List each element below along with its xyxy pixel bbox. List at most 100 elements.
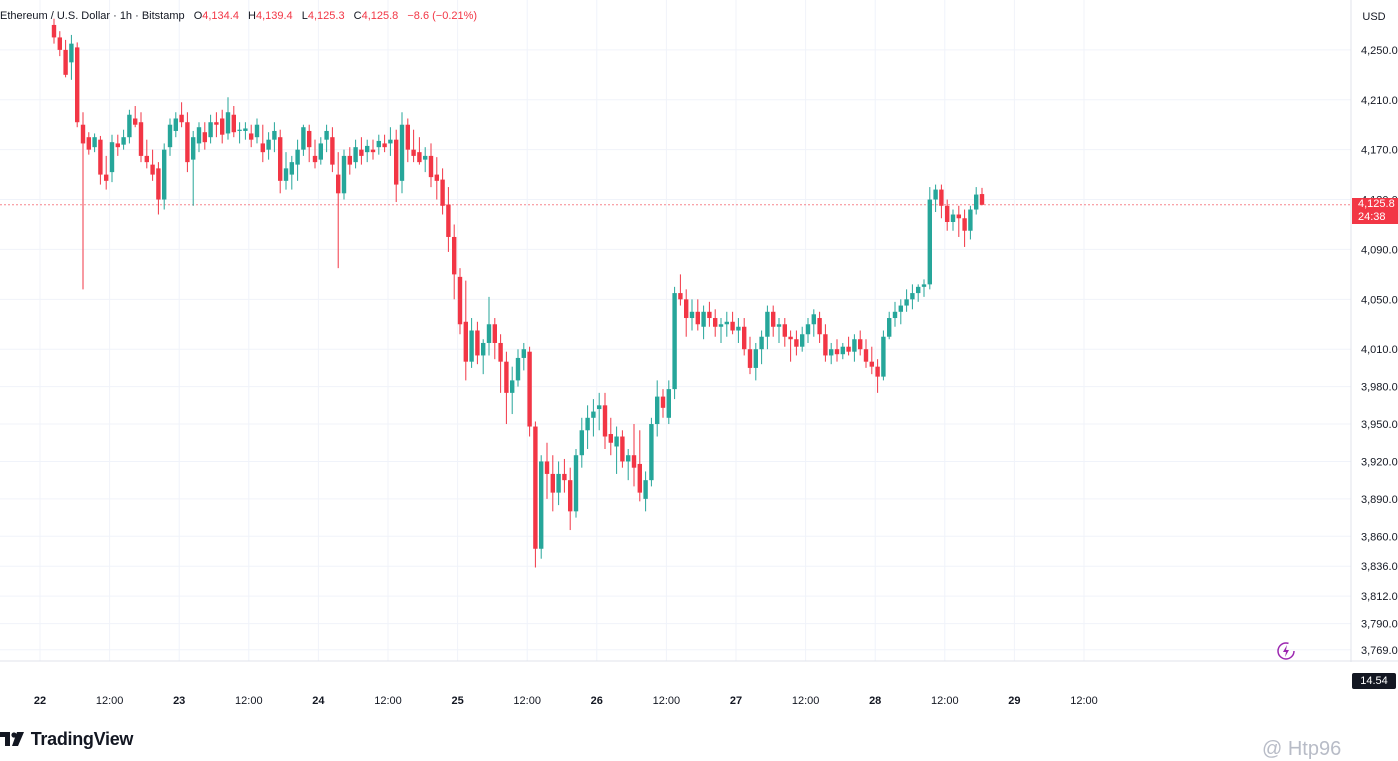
symbol-title[interactable]: Ethereum / U.S. Dollar · 1h · Bitstamp: [0, 10, 185, 22]
brand-area[interactable]: TradingView: [0, 729, 133, 750]
candle-body[interactable]: [950, 214, 956, 222]
candle-body[interactable]: [69, 43, 74, 63]
candle-body[interactable]: [556, 473, 561, 493]
candle-body[interactable]: [266, 139, 271, 150]
candle-body[interactable]: [202, 132, 207, 143]
candle-body[interactable]: [394, 139, 399, 185]
candle-body[interactable]: [127, 114, 132, 138]
candle-body[interactable]: [695, 311, 700, 325]
candle-body[interactable]: [312, 155, 318, 163]
candle-body[interactable]: [713, 318, 718, 327]
candle-body[interactable]: [602, 405, 608, 437]
candle-body[interactable]: [417, 152, 422, 163]
candle-body[interactable]: [51, 24, 57, 38]
candle-body[interactable]: [875, 366, 880, 377]
candle-body[interactable]: [974, 194, 979, 210]
candle-body[interactable]: [863, 349, 869, 362]
candle-body[interactable]: [92, 137, 97, 148]
lightning-icon[interactable]: [1276, 641, 1296, 661]
candle-body[interactable]: [249, 133, 254, 140]
candle-body[interactable]: [550, 473, 555, 493]
candle-body[interactable]: [231, 114, 236, 133]
candle-body[interactable]: [63, 49, 68, 75]
candle-body[interactable]: [776, 324, 782, 327]
candle-body[interactable]: [365, 145, 370, 153]
candle-body[interactable]: [684, 299, 689, 319]
candle-body[interactable]: [649, 424, 654, 481]
candle-body[interactable]: [539, 461, 544, 549]
candle-body[interactable]: [765, 311, 770, 337]
candle-body[interactable]: [109, 142, 115, 173]
candle-body[interactable]: [585, 417, 590, 431]
candle-body[interactable]: [243, 128, 248, 131]
candle-body[interactable]: [678, 293, 683, 300]
candle-body[interactable]: [521, 349, 526, 358]
candle-body[interactable]: [196, 127, 202, 144]
candle-body[interactable]: [179, 114, 184, 123]
candle-body[interactable]: [736, 326, 741, 331]
candle-body[interactable]: [724, 321, 729, 325]
candle-body[interactable]: [138, 122, 144, 156]
candle-body[interactable]: [631, 455, 637, 468]
candle-body[interactable]: [881, 336, 886, 377]
candle-body[interactable]: [336, 174, 341, 194]
candle-body[interactable]: [614, 436, 619, 447]
currency-button[interactable]: USD: [1362, 11, 1386, 23]
candle-body[interactable]: [359, 149, 364, 156]
candle-body[interactable]: [370, 149, 376, 153]
candle-body[interactable]: [510, 380, 515, 393]
candle-body[interactable]: [579, 430, 584, 456]
candle-body[interactable]: [225, 112, 231, 134]
candle-body[interactable]: [75, 47, 80, 123]
candle-body[interactable]: [115, 143, 120, 148]
candle-body[interactable]: [794, 339, 799, 347]
candle-body[interactable]: [759, 336, 764, 350]
candle-body[interactable]: [956, 214, 961, 219]
candle-body[interactable]: [191, 137, 196, 160]
candle-body[interactable]: [753, 349, 758, 368]
candle-body[interactable]: [892, 311, 898, 319]
candle-body[interactable]: [742, 326, 747, 350]
candle-body[interactable]: [283, 168, 289, 181]
candle-body[interactable]: [515, 357, 521, 381]
candle-body[interactable]: [324, 130, 329, 140]
candle-body[interactable]: [939, 189, 944, 206]
candle-body[interactable]: [626, 455, 631, 462]
candle-body[interactable]: [643, 480, 648, 499]
candle-body[interactable]: [597, 405, 602, 410]
candle-body[interactable]: [86, 137, 91, 150]
candle-body[interactable]: [301, 127, 306, 150]
candle-body[interactable]: [80, 124, 86, 144]
candle-body[interactable]: [295, 149, 300, 165]
candle-body[interactable]: [655, 396, 660, 425]
candle-body[interactable]: [411, 149, 416, 156]
candle-body[interactable]: [660, 396, 666, 408]
candle-body[interactable]: [272, 130, 277, 140]
candle-body[interactable]: [962, 218, 967, 231]
candle-body[interactable]: [434, 174, 439, 181]
candle-body[interactable]: [98, 139, 103, 175]
candle-body[interactable]: [57, 37, 62, 50]
candle-body[interactable]: [829, 349, 834, 356]
candle-body[interactable]: [498, 342, 503, 362]
candle-body[interactable]: [150, 164, 155, 175]
candle-body[interactable]: [463, 321, 468, 362]
candle-body[interactable]: [440, 179, 445, 206]
candle-body[interactable]: [428, 155, 434, 178]
candle-body[interactable]: [904, 299, 909, 306]
candle-body[interactable]: [591, 411, 596, 418]
candle-body[interactable]: [666, 389, 671, 418]
candle-body[interactable]: [637, 463, 642, 493]
candle-body[interactable]: [533, 426, 538, 549]
candle-body[interactable]: [492, 324, 497, 343]
candle-body[interactable]: [376, 140, 381, 148]
candle-body[interactable]: [452, 236, 457, 275]
candle-body[interactable]: [800, 334, 805, 347]
candle-body[interactable]: [330, 137, 335, 165]
candle-body[interactable]: [318, 143, 323, 160]
candle-body[interactable]: [220, 118, 225, 135]
candle-body[interactable]: [307, 130, 312, 148]
candle-body[interactable]: [481, 342, 486, 356]
candle-body[interactable]: [405, 124, 410, 150]
candle-body[interactable]: [701, 311, 706, 327]
